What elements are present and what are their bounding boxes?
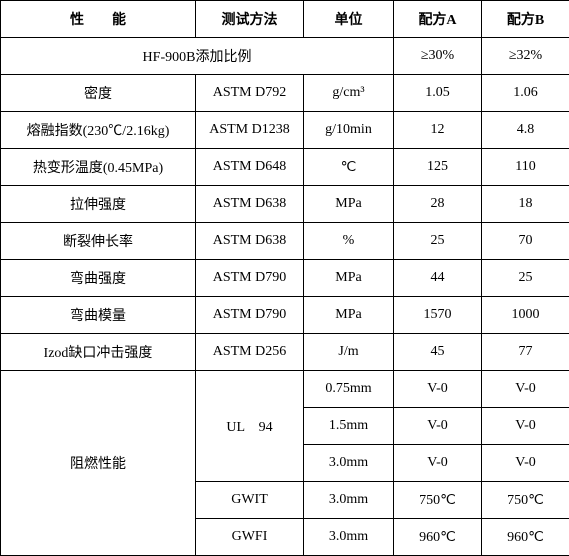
cell-a: 45	[394, 334, 482, 371]
cell-unit: MPa	[304, 186, 394, 223]
cell-unit: MPa	[304, 297, 394, 334]
cell-prop: 弯曲模量	[1, 297, 196, 334]
cell-method: ASTM D790	[196, 260, 304, 297]
cell-unit: %	[304, 223, 394, 260]
cell-prop: 密度	[1, 75, 196, 112]
header-method: 测试方法	[196, 1, 304, 38]
cell-prop: 断裂伸长率	[1, 223, 196, 260]
cell-unit: 3.0mm	[304, 519, 394, 556]
table-row: 拉伸强度ASTM D638MPa2818	[1, 186, 569, 223]
cell-unit: 0.75mm	[304, 371, 394, 408]
cell-unit: MPa	[304, 260, 394, 297]
cell-a: 960℃	[394, 519, 482, 556]
additive-label: HF-900B添加比例	[1, 38, 394, 75]
cell-method: ASTM D792	[196, 75, 304, 112]
cell-method: ASTM D790	[196, 297, 304, 334]
header-formula-a: 配方A	[394, 1, 482, 38]
table-row: 密度ASTM D792g/cm³1.051.06	[1, 75, 569, 112]
cell-a: 750℃	[394, 482, 482, 519]
cell-method: ASTM D648	[196, 149, 304, 186]
cell-a: 44	[394, 260, 482, 297]
cell-unit: 1.5mm	[304, 408, 394, 445]
cell-b: 25	[482, 260, 569, 297]
cell-method: ASTM D638	[196, 186, 304, 223]
cell-method: ASTM D1238	[196, 112, 304, 149]
cell-b: 110	[482, 149, 569, 186]
cell-b: V-0	[482, 445, 569, 482]
additive-row: HF-900B添加比例 ≥30% ≥32%	[1, 38, 569, 75]
cell-unit: g/10min	[304, 112, 394, 149]
cell-prop: 拉伸强度	[1, 186, 196, 223]
table-row: 弯曲模量ASTM D790MPa15701000	[1, 297, 569, 334]
header-unit: 单位	[304, 1, 394, 38]
cell-b: 18	[482, 186, 569, 223]
table-row: 熔融指数(230℃/2.16kg)ASTM D1238g/10min124.8	[1, 112, 569, 149]
cell-a: 12	[394, 112, 482, 149]
gwfi-label: GWFI	[196, 519, 304, 556]
cell-b: 750℃	[482, 482, 569, 519]
cell-unit: J/m	[304, 334, 394, 371]
cell-unit: g/cm³	[304, 75, 394, 112]
cell-method: ASTM D256	[196, 334, 304, 371]
cell-prop: 熔融指数(230℃/2.16kg)	[1, 112, 196, 149]
header-property: 性 能	[1, 1, 196, 38]
cell-b: 77	[482, 334, 569, 371]
cell-unit: ℃	[304, 149, 394, 186]
ul94-label: UL 94	[196, 371, 304, 482]
cell-prop: 弯曲强度	[1, 260, 196, 297]
cell-a: V-0	[394, 408, 482, 445]
gwit-label: GWIT	[196, 482, 304, 519]
cell-a: 1.05	[394, 75, 482, 112]
properties-table: 性 能 测试方法 单位 配方A 配方B HF-900B添加比例 ≥30% ≥32…	[0, 0, 569, 556]
table-row: 弯曲强度ASTM D790MPa4425	[1, 260, 569, 297]
cell-a: 28	[394, 186, 482, 223]
cell-b: 4.8	[482, 112, 569, 149]
cell-b: 960℃	[482, 519, 569, 556]
cell-a: V-0	[394, 371, 482, 408]
table-row: 热变形温度(0.45MPa)ASTM D648℃125110	[1, 149, 569, 186]
header-formula-b: 配方B	[482, 1, 569, 38]
cell-a: 1570	[394, 297, 482, 334]
cell-unit: 3.0mm	[304, 482, 394, 519]
cell-a: 25	[394, 223, 482, 260]
header-row: 性 能 测试方法 单位 配方A 配方B	[1, 1, 569, 38]
cell-b: V-0	[482, 371, 569, 408]
cell-b: 1000	[482, 297, 569, 334]
cell-b: V-0	[482, 408, 569, 445]
cell-a: 125	[394, 149, 482, 186]
cell-prop: 热变形温度(0.45MPa)	[1, 149, 196, 186]
cell-a: V-0	[394, 445, 482, 482]
flame-row: 阻燃性能UL 940.75mmV-0V-0	[1, 371, 569, 408]
table-row: 断裂伸长率ASTM D638%2570	[1, 223, 569, 260]
cell-b: 70	[482, 223, 569, 260]
table-row: Izod缺口冲击强度ASTM D256J/m4577	[1, 334, 569, 371]
cell-unit: 3.0mm	[304, 445, 394, 482]
cell-method: ASTM D638	[196, 223, 304, 260]
additive-a: ≥30%	[394, 38, 482, 75]
cell-b: 1.06	[482, 75, 569, 112]
flame-label: 阻燃性能	[1, 371, 196, 556]
cell-prop: Izod缺口冲击强度	[1, 334, 196, 371]
additive-b: ≥32%	[482, 38, 569, 75]
